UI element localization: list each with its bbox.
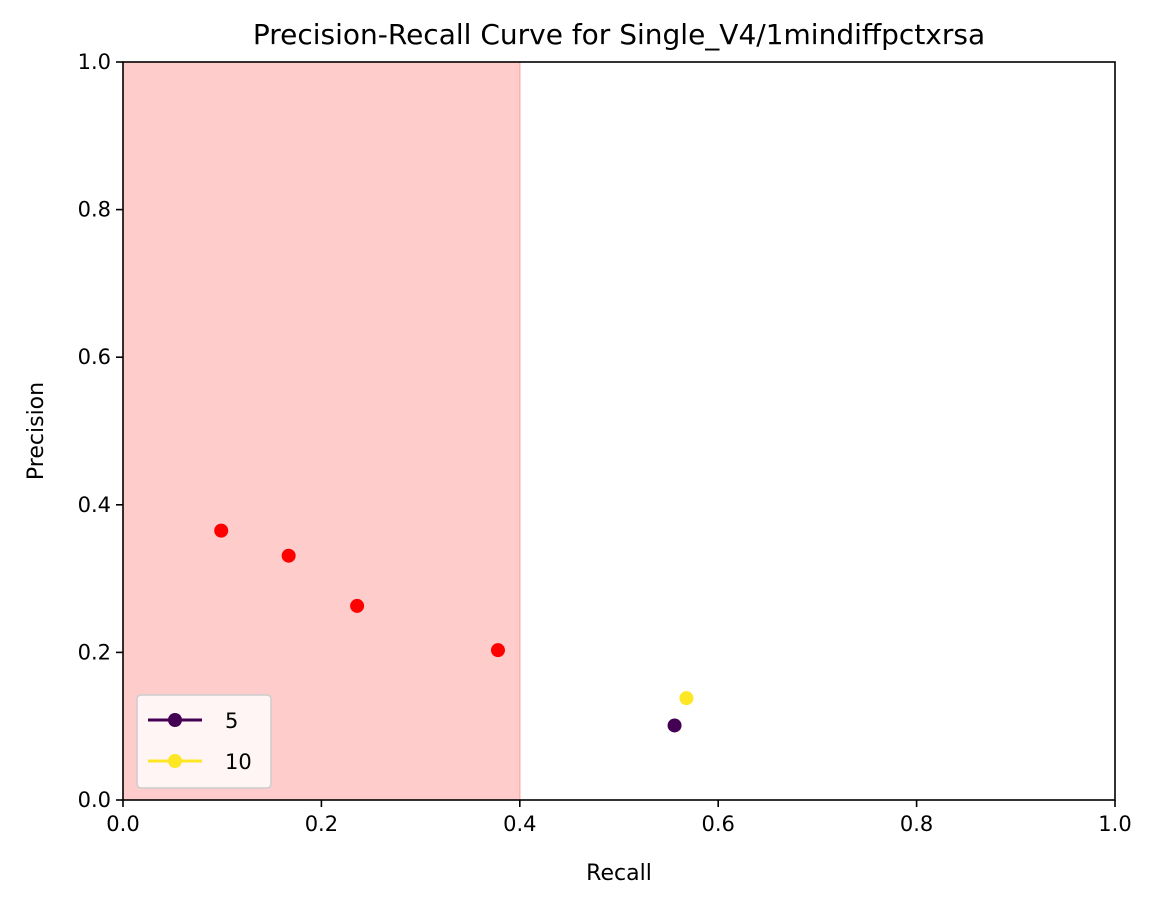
- series-5-point: [667, 718, 682, 733]
- x-tick-label: 0.8: [900, 812, 933, 836]
- highlighted-point: [490, 643, 505, 658]
- highlighted-point: [350, 598, 365, 613]
- y-tick-label: 0.4: [78, 493, 111, 517]
- legend: 5 10: [136, 694, 272, 789]
- series-10-point: [679, 691, 694, 706]
- y-tick-label: 0.8: [78, 198, 111, 222]
- highlighted-point: [214, 523, 229, 538]
- legend-box: [136, 694, 272, 789]
- legend-swatch-marker: [168, 713, 182, 727]
- chart-title: Precision-Recall Curve for Single_V4/1mi…: [253, 18, 985, 51]
- shaded-region: [123, 62, 520, 800]
- plot-frame: [122, 61, 1116, 801]
- y-axis-label: Precision: [24, 382, 49, 480]
- y-tick-label: 0.0: [78, 788, 111, 812]
- x-tick-label: 0.6: [701, 812, 734, 836]
- x-axis-label: Recall: [586, 861, 652, 886]
- x-tick-label: 0.0: [106, 812, 139, 836]
- highlighted-point: [281, 548, 296, 563]
- y-axis-ticks: 0.0 0.2 0.4 0.6 0.8 1.0: [78, 50, 123, 812]
- y-tick-label: 0.6: [78, 345, 111, 369]
- x-tick-label: 0.4: [503, 812, 536, 836]
- legend-swatch-marker: [168, 754, 182, 768]
- x-tick-label: 0.2: [305, 812, 338, 836]
- x-axis-ticks: 0.0 0.2 0.4 0.6 0.8 1.0: [106, 62, 1132, 836]
- y-tick-label: 1.0: [78, 50, 111, 74]
- legend-label: 5: [225, 709, 238, 733]
- y-tick-label: 0.2: [78, 640, 111, 664]
- x-tick-label: 1.0: [1098, 812, 1131, 836]
- legend-label: 10: [225, 750, 252, 774]
- data-points: [214, 523, 694, 733]
